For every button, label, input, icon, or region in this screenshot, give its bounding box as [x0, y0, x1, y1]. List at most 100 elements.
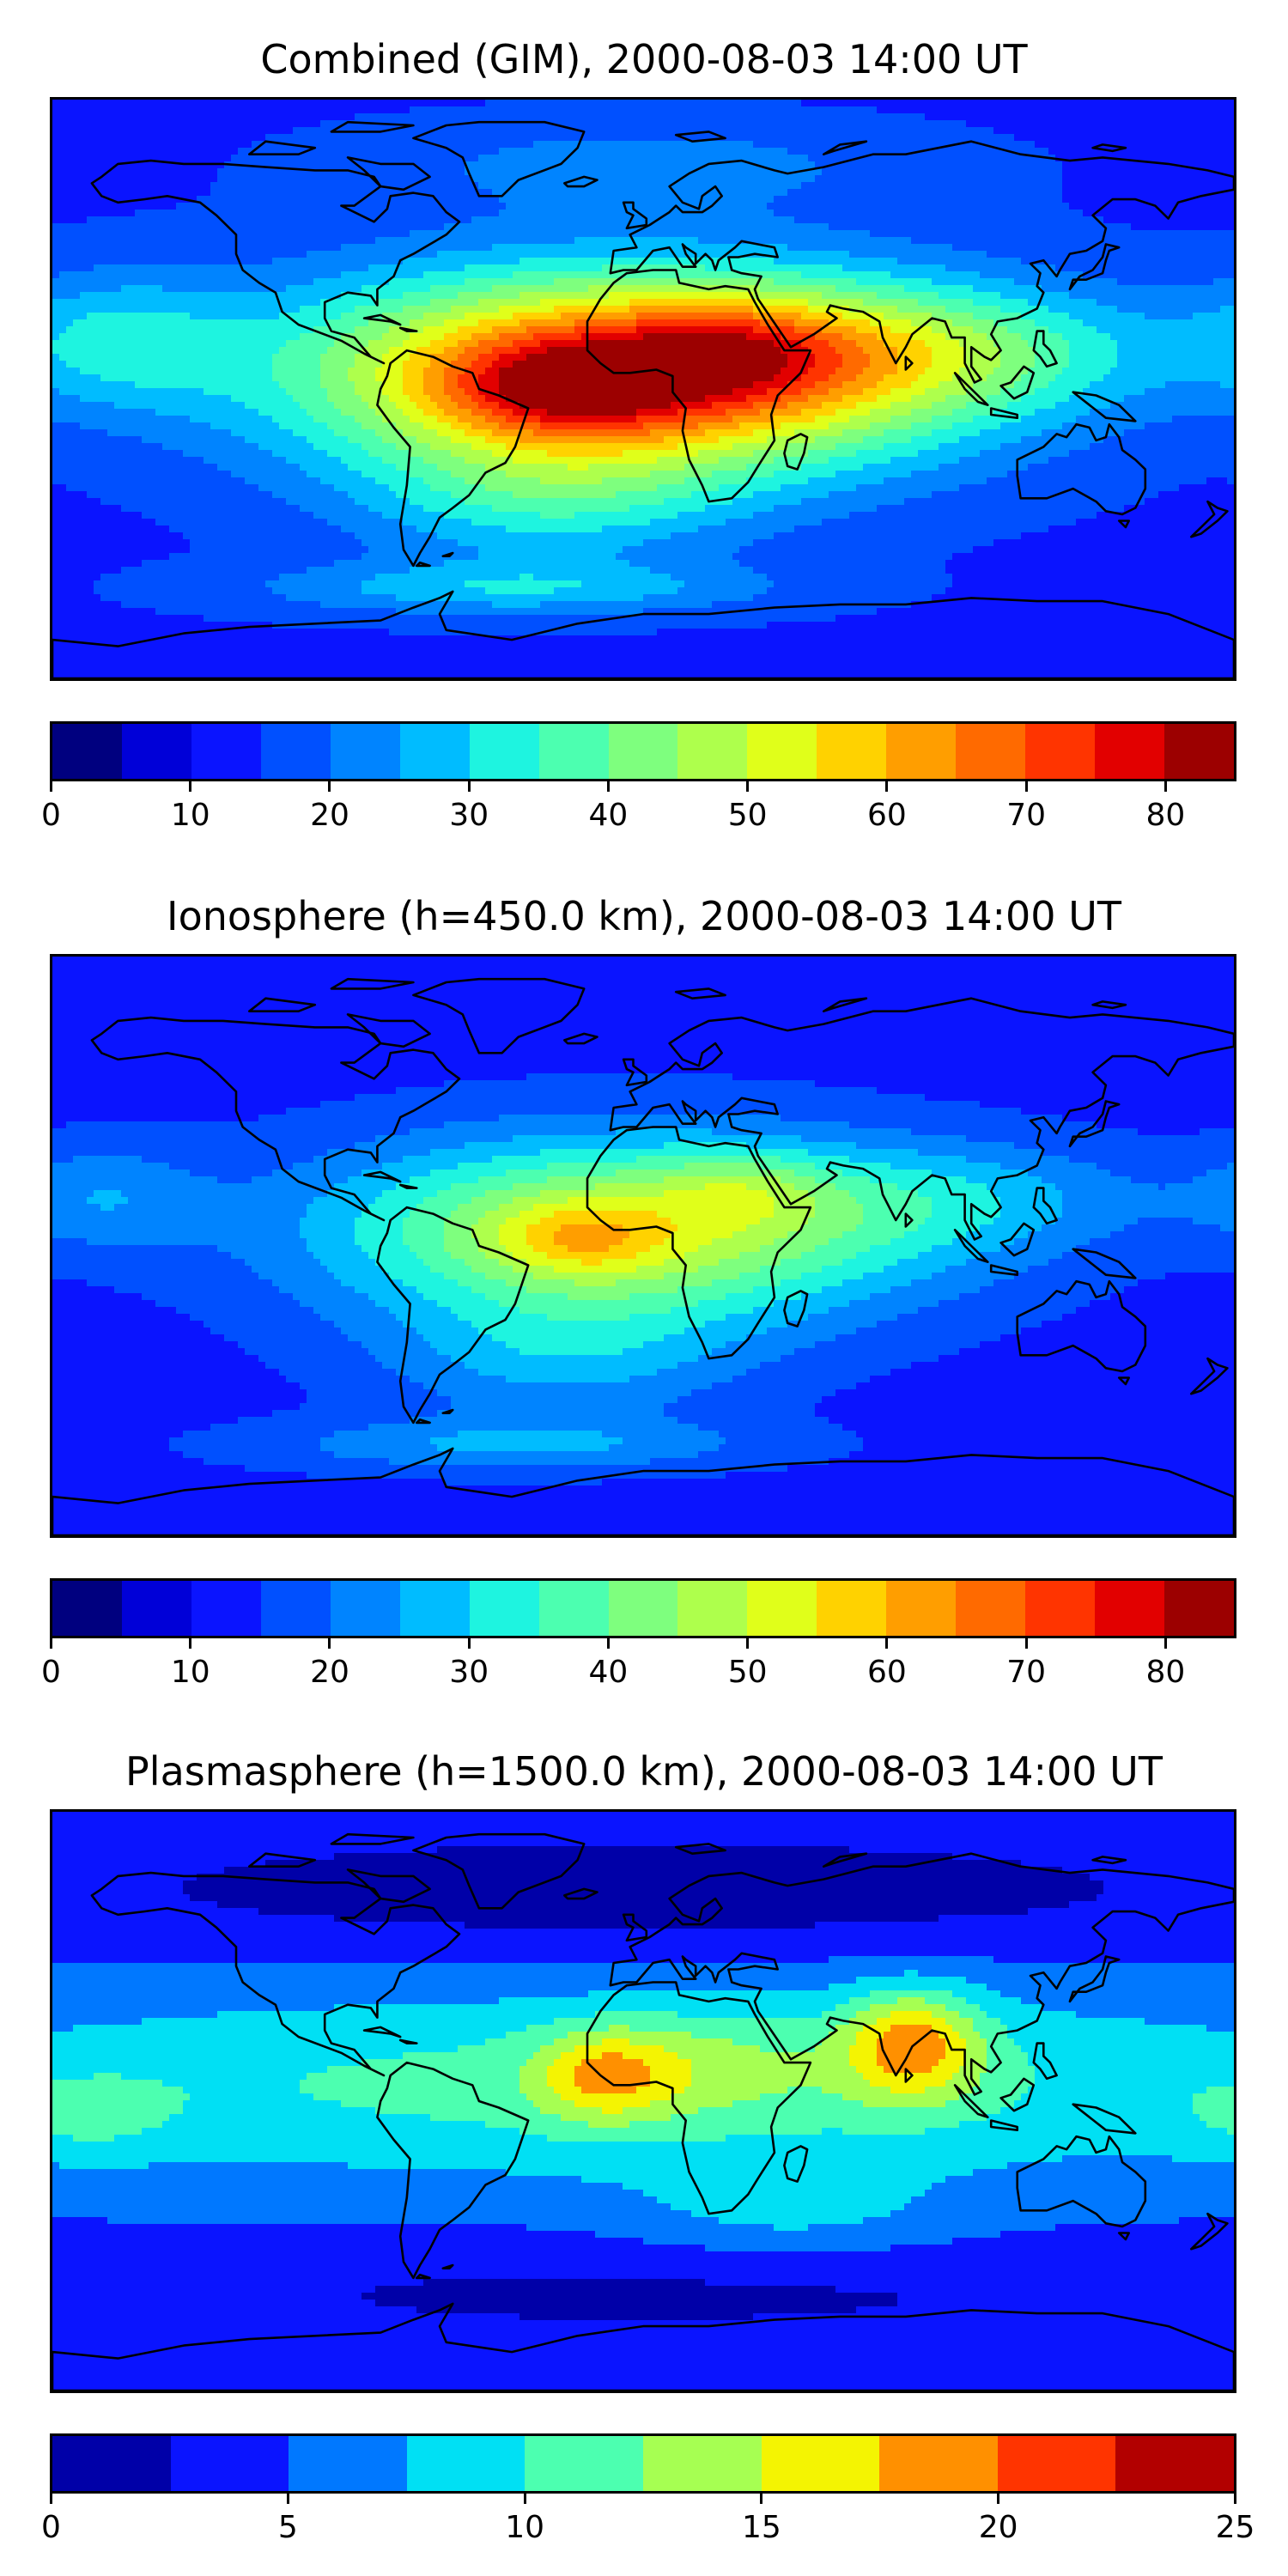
colorbar-tick — [467, 781, 471, 792]
colorbar-segment — [52, 1581, 122, 1636]
colorbar-segment — [1025, 1581, 1096, 1636]
map-svg-combined — [52, 100, 1234, 678]
colorbar-segment — [399, 724, 470, 779]
coastline — [953, 1229, 989, 1263]
coastline — [822, 997, 868, 1012]
colorbar-segment — [817, 724, 887, 779]
colorbar-tick — [606, 1638, 610, 1649]
coastline — [563, 1032, 598, 1045]
colorbar-segment — [1095, 1581, 1164, 1636]
coastline — [248, 997, 317, 1012]
coastline — [609, 1852, 1234, 2096]
colorbar-ticks-plasmasphere: 0 5 10 15 20 25 — [41, 2494, 1255, 2545]
coastline — [362, 313, 402, 326]
coastline — [586, 269, 812, 503]
map-plasmasphere — [50, 1809, 1236, 2393]
colorbar-tick-label: 10 — [170, 1655, 210, 1690]
coastline — [1032, 330, 1058, 368]
colorbar-tick — [1163, 1638, 1167, 1649]
coastline — [999, 1222, 1036, 1257]
colorbar-tick-label: 15 — [741, 2510, 781, 2545]
coastline — [376, 1206, 530, 1425]
colorbar-tick — [467, 1638, 471, 1649]
colorbar-tick — [760, 2494, 763, 2504]
colorbar-segment — [608, 1581, 678, 1636]
coastline — [674, 987, 726, 999]
field-combined — [52, 100, 1234, 678]
colorbar-tick — [328, 1638, 331, 1649]
coastline — [441, 1408, 454, 1414]
coastline — [609, 997, 1234, 1241]
colorbar-tick — [1163, 781, 1167, 792]
colorbar-tick — [189, 1638, 192, 1649]
colorbar-tick-label: 60 — [867, 1655, 907, 1690]
colorbar-tick-label: 0 — [41, 1655, 61, 1690]
coastline — [904, 2068, 914, 2083]
coastline — [1190, 1357, 1229, 1395]
colorbar-segment — [956, 1581, 1026, 1636]
coastline — [1016, 1279, 1147, 1373]
coastline — [1091, 1000, 1127, 1010]
colorbar-tick — [1024, 781, 1028, 792]
coastline — [989, 1264, 1018, 1276]
colorbar-plasmasphere — [50, 2433, 1236, 2494]
coastline — [989, 407, 1018, 419]
colorbar-segment — [538, 1581, 609, 1636]
coastline — [1117, 1376, 1130, 1386]
coastline — [999, 2077, 1036, 2112]
coastline — [586, 1981, 812, 2215]
coastline — [52, 2302, 1234, 2391]
coastline — [90, 159, 461, 365]
coastline — [52, 590, 1234, 678]
colorbar-segment — [1164, 1581, 1234, 1636]
coastline — [674, 131, 726, 143]
coastline — [416, 2273, 431, 2280]
coastline — [586, 1126, 812, 1360]
map-svg-ionosphere — [52, 957, 1234, 1535]
coastline — [999, 365, 1036, 400]
colorbar-tick — [746, 1638, 750, 1649]
colorbar-tick-label: 10 — [170, 798, 210, 833]
coastlines-combined — [52, 120, 1234, 678]
colorbar-segment — [289, 2436, 407, 2491]
colorbar-segment — [121, 1581, 191, 1636]
coastline — [1091, 143, 1127, 153]
panel-title-plasmasphere: Plasmasphere (h=1500.0 km), 2000-08-03 1… — [125, 1748, 1163, 1795]
colorbar-segment — [121, 724, 191, 779]
colorbar-tick — [50, 1638, 52, 1649]
coastline — [346, 1013, 431, 1048]
panel-title-ionosphere: Ionosphere (h=450.0 km), 2000-08-03 14:0… — [167, 893, 1121, 939]
colorbar-tick — [50, 2494, 52, 2504]
colorbar-segment — [330, 724, 400, 779]
coastline — [346, 1868, 431, 1904]
colorbar-segment — [260, 1581, 331, 1636]
coastline — [1016, 422, 1147, 516]
coastline — [416, 1418, 431, 1425]
colorbar-segment — [1164, 724, 1234, 779]
colorbar-tick-label: 10 — [505, 2510, 544, 2545]
coastline — [674, 1843, 726, 1855]
coastline — [441, 2263, 454, 2269]
colorbar-tick-label: 5 — [277, 2510, 298, 2545]
colorbar-tick-label: 70 — [1006, 1655, 1047, 1690]
colorbar-segment — [260, 724, 331, 779]
colorbar-segment — [1095, 724, 1164, 779]
colorbar-segment — [52, 2436, 171, 2491]
colorbar-tick — [885, 1638, 889, 1649]
colorbar-segment — [677, 1581, 748, 1636]
colorbar-segment — [469, 1581, 539, 1636]
colorbar-segment — [642, 2436, 762, 2491]
coastline — [248, 140, 317, 155]
coastline — [953, 2084, 989, 2118]
coastline — [1072, 391, 1137, 422]
coastline — [90, 1871, 461, 2077]
colorbar-segment — [406, 2436, 526, 2491]
coastlines-plasmasphere — [52, 1832, 1234, 2391]
coastline — [376, 349, 530, 568]
coastline — [989, 2119, 1018, 2131]
coastline — [563, 1887, 598, 1900]
coastline — [412, 977, 586, 1054]
coastline — [416, 561, 431, 568]
coastline — [412, 120, 586, 197]
colorbar-tick-label: 50 — [727, 1655, 768, 1690]
